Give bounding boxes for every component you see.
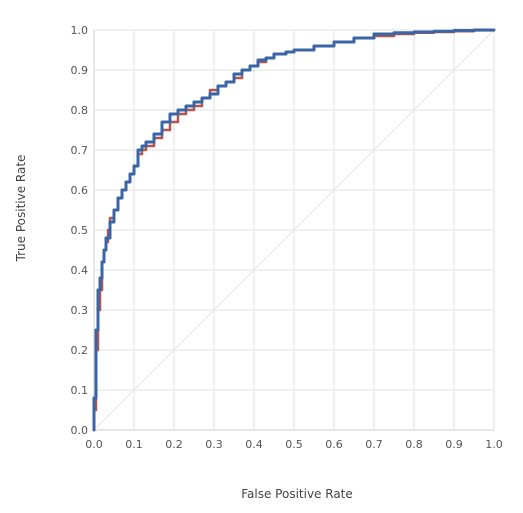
x-tick-label: 0.2 (165, 438, 183, 451)
y-tick-label: 1.0 (71, 24, 89, 37)
diagonal-line (93, 29, 495, 431)
grid (93, 29, 495, 431)
y-axis-title: True Positive Rate (14, 155, 28, 263)
diagonal-reference (93, 29, 495, 431)
y-tick-label: 0.9 (71, 64, 89, 77)
x-tick-label: 0.6 (325, 438, 343, 451)
x-tick-label: 0.4 (245, 438, 263, 451)
x-tick-labels: 0.0 0.1 0.2 0.3 0.4 0.5 0.6 0.7 0.8 0.9 1.0 (85, 438, 503, 451)
y-tick-labels: 0.0 0.1 0.2 0.3 0.4 0.5 0.6 0.7 0.8 0.9 1.0 (71, 24, 89, 437)
x-tick-label: 1.0 (485, 438, 503, 451)
y-tick-label: 0.7 (71, 144, 89, 157)
y-tick-label: 0.3 (71, 304, 89, 317)
x-tick-label: 0.9 (445, 438, 463, 451)
series-layer (92, 28, 496, 432)
roc-curve-line (92, 28, 496, 432)
y-tick-label: 0.5 (71, 224, 89, 237)
x-tick-label: 0.7 (365, 438, 383, 451)
x-tick-label: 0.8 (405, 438, 423, 451)
x-tick-label: 0.5 (285, 438, 303, 451)
x-tick-label: 0.0 (85, 438, 103, 451)
y-tick-label: 0.8 (71, 104, 89, 117)
x-tick-label: 0.1 (125, 438, 143, 451)
x-axis-title: False Positive Rate (241, 487, 353, 501)
y-tick-label: 0.2 (71, 344, 89, 357)
y-tick-label: 0.4 (71, 264, 89, 277)
y-tick-label: 0.0 (71, 424, 89, 437)
y-tick-label: 0.6 (71, 184, 89, 197)
y-tick-label: 0.1 (71, 384, 89, 397)
x-tick-label: 0.3 (205, 438, 223, 451)
